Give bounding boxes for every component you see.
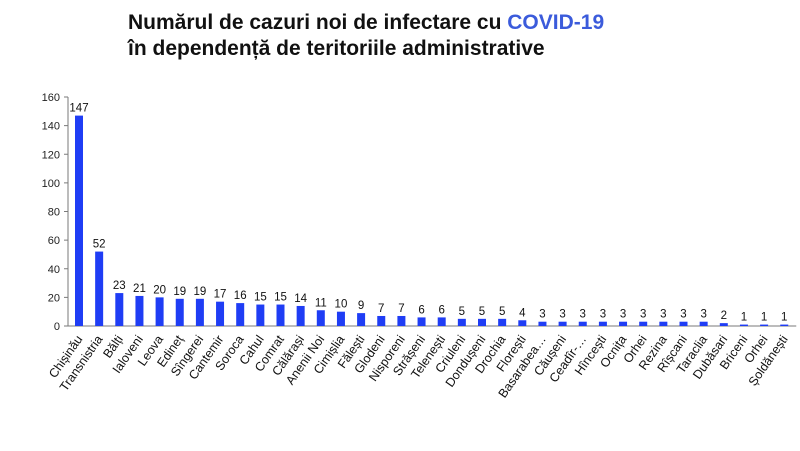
bar bbox=[437, 317, 446, 326]
bar bbox=[719, 323, 728, 326]
data-label: 3 bbox=[539, 309, 545, 321]
bar bbox=[538, 321, 547, 326]
data-label: 11 bbox=[315, 297, 327, 309]
x-tick-labels: ChișinăuTransnistriaBălțiIaloveniLeovaEd… bbox=[46, 332, 791, 400]
data-label: 4 bbox=[519, 307, 526, 319]
data-label: 52 bbox=[93, 239, 106, 251]
bar bbox=[316, 310, 325, 326]
data-label: 20 bbox=[153, 284, 166, 296]
bar bbox=[135, 295, 144, 326]
data-label: 14 bbox=[294, 293, 307, 305]
data-label: 147 bbox=[69, 103, 88, 115]
bar bbox=[236, 303, 245, 326]
y-tick-label: 120 bbox=[42, 149, 60, 161]
title-line-1-text: Numărul de cazuri noi de infectare cu bbox=[128, 11, 508, 34]
bar bbox=[357, 313, 366, 326]
bar bbox=[518, 320, 527, 326]
data-label: 3 bbox=[600, 309, 606, 321]
data-label: 1 bbox=[741, 312, 747, 324]
data-label: 3 bbox=[640, 309, 646, 321]
data-label: 21 bbox=[133, 283, 146, 295]
title-line-2: în dependență de teritoriile administrat… bbox=[128, 37, 545, 60]
bar bbox=[659, 321, 668, 326]
y-tick-label: 100 bbox=[42, 178, 60, 190]
bar bbox=[336, 311, 345, 326]
bar bbox=[558, 321, 567, 326]
bar bbox=[377, 315, 386, 326]
bar bbox=[256, 304, 265, 326]
bar bbox=[75, 115, 83, 326]
bar bbox=[478, 318, 486, 326]
bar bbox=[216, 301, 225, 326]
data-label: 6 bbox=[418, 304, 424, 316]
data-label: 15 bbox=[274, 292, 287, 304]
data-label: 7 bbox=[398, 303, 404, 315]
data-label: 19 bbox=[194, 286, 207, 298]
y-tick-label: 80 bbox=[48, 207, 60, 219]
data-label: 3 bbox=[580, 309, 586, 321]
y-tick-label: 20 bbox=[48, 292, 60, 304]
bar bbox=[155, 297, 164, 326]
bar bbox=[195, 298, 204, 326]
bar bbox=[679, 321, 688, 326]
data-label: 16 bbox=[234, 290, 247, 302]
data-label: 5 bbox=[459, 306, 465, 318]
data-label: 3 bbox=[559, 309, 565, 321]
data-label: 6 bbox=[438, 304, 444, 316]
data-label: 10 bbox=[335, 299, 348, 311]
bar bbox=[417, 317, 426, 326]
data-label: 3 bbox=[680, 309, 686, 321]
bar bbox=[699, 321, 708, 326]
data-label: 3 bbox=[620, 309, 626, 321]
bar bbox=[175, 298, 184, 326]
data-label: 3 bbox=[700, 309, 706, 321]
bar bbox=[739, 324, 748, 326]
bar bbox=[296, 305, 305, 326]
data-label: 15 bbox=[254, 292, 267, 304]
bar bbox=[639, 321, 648, 326]
data-label: 17 bbox=[214, 289, 227, 301]
data-label: 7 bbox=[378, 303, 384, 315]
data-label: 9 bbox=[358, 300, 364, 312]
title-line-1: Numărul de cazuri noi de infectare cu CO… bbox=[128, 10, 604, 36]
bar bbox=[95, 251, 104, 326]
bar bbox=[276, 304, 285, 326]
bar bbox=[498, 318, 507, 326]
chart-title: Numărul de cazuri noi de infectare cu CO… bbox=[128, 10, 604, 62]
bars bbox=[75, 115, 789, 326]
data-label: 5 bbox=[479, 306, 485, 318]
y-tick-label: 40 bbox=[48, 264, 60, 276]
bar bbox=[619, 321, 628, 326]
title-accent: COVID-19 bbox=[507, 11, 605, 34]
bar bbox=[397, 315, 406, 326]
data-label: 19 bbox=[173, 286, 186, 298]
data-label: 1 bbox=[781, 312, 787, 324]
data-label: 2 bbox=[721, 310, 727, 322]
y-tick-label: 60 bbox=[48, 235, 60, 247]
y-tick-label: 140 bbox=[42, 121, 60, 133]
bar bbox=[578, 321, 587, 326]
bar bbox=[457, 318, 466, 326]
data-label: 3 bbox=[660, 309, 666, 321]
data-label: 5 bbox=[499, 306, 505, 318]
data-label: 23 bbox=[113, 280, 126, 292]
bar bbox=[115, 293, 124, 326]
data-label: 1 bbox=[761, 312, 767, 324]
bar bbox=[760, 324, 769, 326]
y-tick-label: 0 bbox=[54, 321, 60, 333]
bar bbox=[780, 324, 789, 326]
bar bbox=[598, 321, 607, 326]
y-tick-label: 160 bbox=[42, 92, 60, 104]
